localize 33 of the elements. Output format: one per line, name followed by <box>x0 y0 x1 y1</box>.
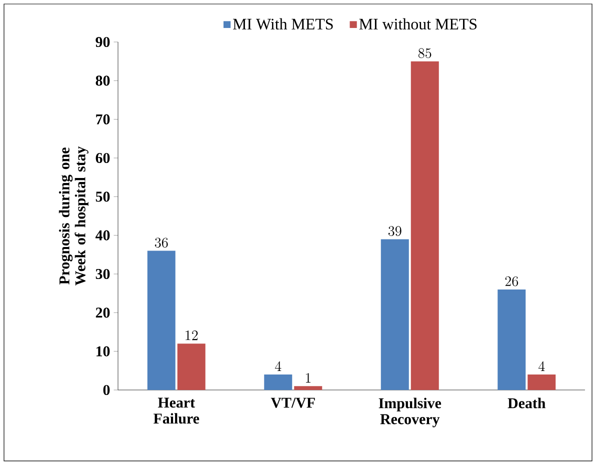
y-tick-label: 10 <box>96 346 110 356</box>
bar <box>177 344 206 390</box>
x-tick-label: Heart Failure <box>154 398 200 424</box>
bar <box>294 386 322 390</box>
data-label: 1 <box>306 373 310 383</box>
y-tick-label: 0 <box>103 384 110 396</box>
data-label: 36 <box>154 238 168 248</box>
bar <box>528 374 556 390</box>
y-tick-label: 30 <box>96 268 110 280</box>
x-tick-label: VT/VF <box>270 398 315 408</box>
data-label: 85 <box>418 48 432 58</box>
bar <box>264 374 292 390</box>
y-tick-label: 80 <box>96 76 110 86</box>
legend-label: MI With METS <box>233 18 333 30</box>
x-tick-label: Death <box>508 398 546 408</box>
data-label: 4 <box>275 361 282 371</box>
data-label: 39 <box>388 226 402 236</box>
data-label: 26 <box>505 276 518 286</box>
y-tick-label: 60 <box>96 152 110 164</box>
x-tick-label: Impulsive Recovery <box>378 398 442 428</box>
data-label: 12 <box>186 330 198 340</box>
bar <box>498 289 526 390</box>
bar <box>380 239 409 390</box>
bar <box>147 250 176 390</box>
y-tick-label: 20 <box>96 308 110 318</box>
y-tick-label: 70 <box>96 114 110 124</box>
bar <box>410 61 439 390</box>
y-tick-label: 50 <box>96 192 110 202</box>
y-tick-label: 90 <box>96 36 110 48</box>
y-tick-label: 40 <box>95 230 110 240</box>
y-axis-title: Prognosis during one Week of hospital stay <box>58 146 88 286</box>
legend-label: MI without METS <box>359 18 477 30</box>
data-label: 4 <box>538 361 545 371</box>
